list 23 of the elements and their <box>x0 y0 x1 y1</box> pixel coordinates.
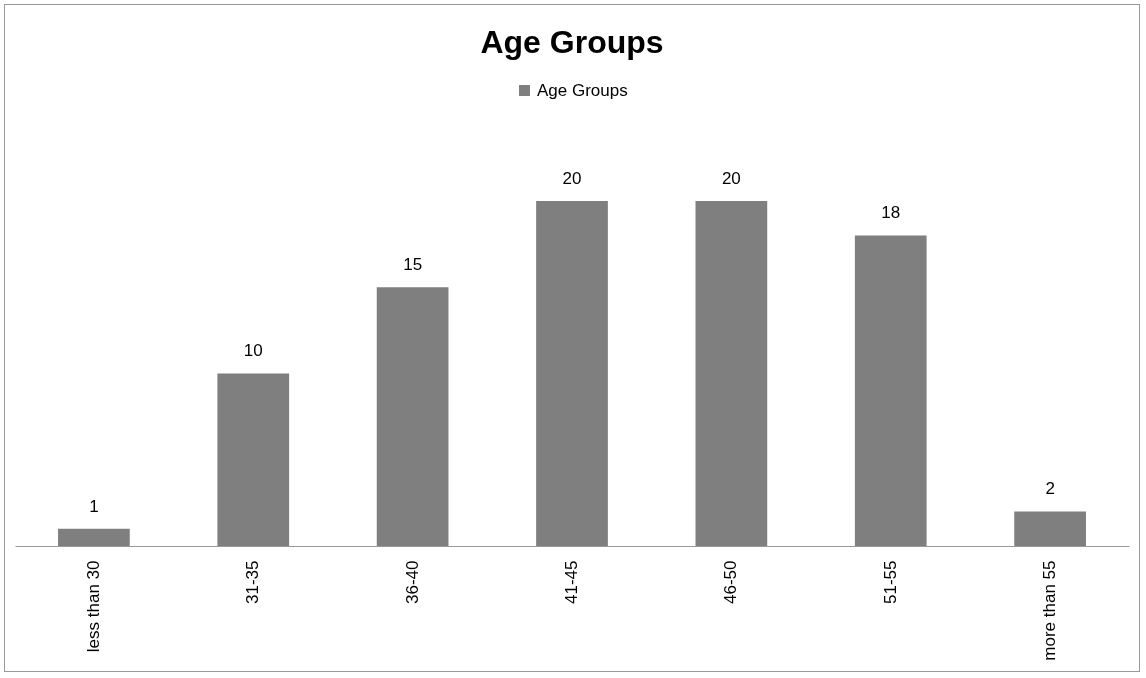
data-label: 2 <box>1045 479 1055 499</box>
bar <box>536 200 608 546</box>
x-tick-label: 46-50 <box>721 560 741 604</box>
data-label: 20 <box>721 168 741 188</box>
bar <box>58 528 130 546</box>
chart-title: Age Groups <box>480 24 664 60</box>
x-tick-label: 41-45 <box>562 560 581 604</box>
bar <box>217 373 290 546</box>
data-label: 1 <box>89 496 99 516</box>
x-tick-label: more than 55 <box>1040 560 1060 661</box>
bar <box>1014 511 1086 546</box>
bar <box>854 235 927 546</box>
bar <box>695 200 768 546</box>
bar <box>376 287 449 546</box>
legend-label: Age Groups <box>537 80 628 100</box>
x-tick-label: 31-35 <box>243 560 263 604</box>
x-tick-label: 51-55 <box>880 560 900 604</box>
x-tick-label: 36-40 <box>402 560 422 604</box>
data-label: 20 <box>562 168 582 188</box>
x-tick-label: less than 30 <box>83 560 103 653</box>
data-label: 10 <box>243 341 263 361</box>
data-label: 18 <box>881 203 901 223</box>
data-label: 15 <box>403 255 423 275</box>
